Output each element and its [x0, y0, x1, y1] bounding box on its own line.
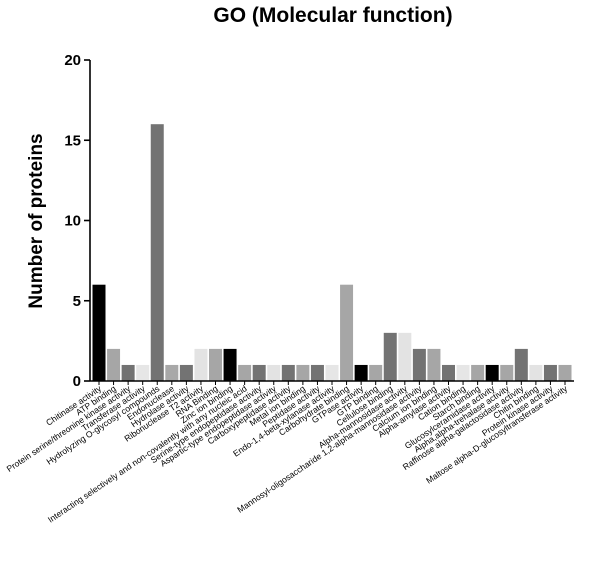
y-tick-label: 15 [64, 132, 81, 149]
bar [369, 364, 383, 381]
bar [281, 364, 295, 381]
bar [165, 364, 179, 381]
bar [398, 332, 412, 381]
y-tick-label: 10 [64, 213, 81, 230]
bar [325, 364, 339, 381]
bar [514, 348, 528, 381]
bar [136, 364, 150, 381]
bar [485, 364, 499, 381]
bar [121, 364, 135, 381]
y-ticks-group: 0 5 10 15 20 [64, 52, 90, 390]
bar [252, 364, 266, 381]
bar [267, 364, 281, 381]
y-tick-label: 5 [73, 293, 81, 310]
bar [238, 364, 252, 381]
bar [150, 124, 164, 381]
bar [340, 284, 354, 381]
bar [92, 284, 106, 381]
bar [223, 348, 237, 381]
bar [209, 348, 222, 381]
bar [456, 364, 470, 381]
bar [529, 364, 543, 381]
x-tick-label: Protein serine/threonine kinase activity [5, 383, 133, 474]
bar [500, 364, 514, 381]
bar [383, 332, 397, 381]
bar [354, 364, 368, 381]
chart-title: GO (Molecular function) [213, 4, 452, 27]
bar [296, 364, 310, 381]
bar [471, 364, 485, 381]
bar [427, 348, 441, 381]
bar [310, 364, 324, 381]
y-tick-label: 0 [73, 373, 81, 390]
bar [194, 348, 208, 381]
bar [558, 364, 572, 381]
bar [179, 364, 193, 381]
bar [543, 364, 557, 381]
bar [442, 364, 455, 381]
bar [412, 348, 426, 381]
y-axis-label: Number of proteins [26, 133, 47, 308]
bars-group [92, 124, 572, 381]
bar [107, 348, 121, 381]
y-tick-label: 20 [64, 52, 81, 69]
